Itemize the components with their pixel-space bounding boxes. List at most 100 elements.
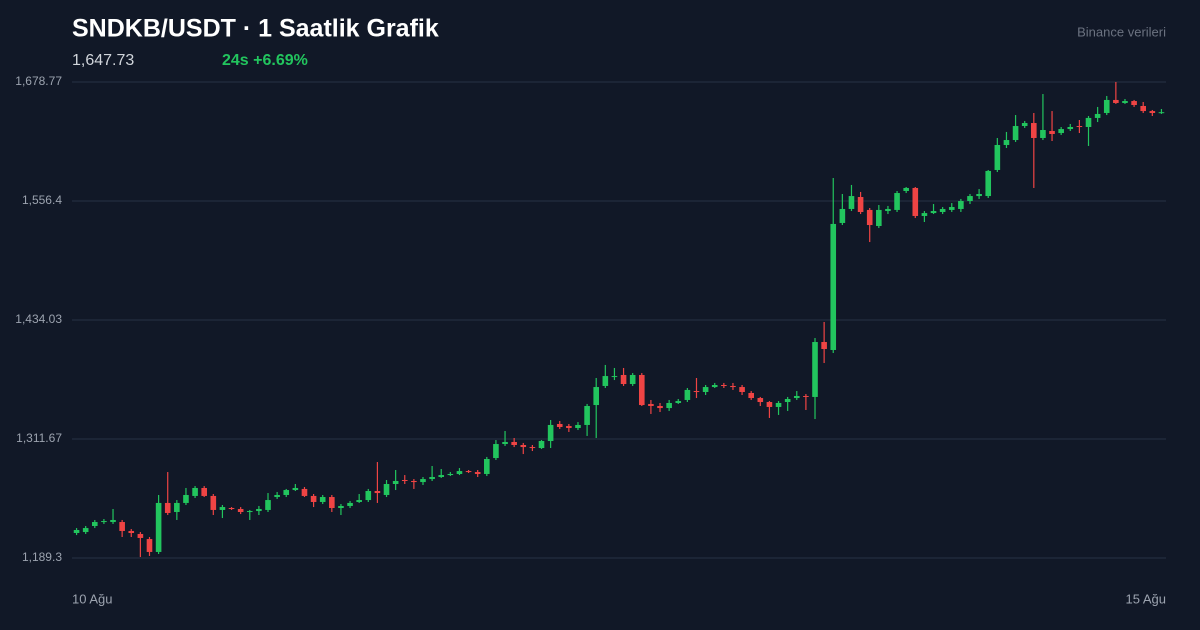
candle-body	[1158, 112, 1165, 114]
candle-body	[365, 490, 372, 501]
candle-body	[520, 444, 527, 448]
candle-body	[958, 201, 964, 209]
candle-body	[1140, 105, 1147, 112]
candle-body	[912, 187, 919, 216]
candle-body	[502, 441, 508, 445]
candle-body	[930, 211, 937, 214]
candle-body	[967, 196, 973, 202]
candle-body	[201, 487, 207, 496]
candle-body	[356, 500, 362, 502]
chart-title: SNDKB/USDT · 1 Saatlik Grafik	[72, 15, 439, 43]
candle-body	[775, 402, 782, 407]
candle-body	[1085, 117, 1092, 127]
candle-body	[976, 194, 982, 197]
candle-body	[784, 398, 791, 403]
candle-body	[866, 209, 873, 226]
candle-body	[566, 426, 572, 428]
candle-body	[401, 480, 408, 482]
candle-body	[319, 497, 326, 502]
candle-body	[812, 342, 818, 397]
candle-body	[675, 401, 682, 403]
candle-body	[1113, 99, 1119, 103]
candle-body	[748, 392, 754, 399]
candle-body	[338, 505, 344, 509]
candle-body	[1131, 101, 1137, 106]
candle-body	[839, 208, 846, 223]
candle-body	[1012, 126, 1019, 141]
candle-body	[246, 511, 253, 513]
candle-body	[1040, 130, 1046, 138]
candle-body	[128, 530, 135, 534]
candle-body	[1058, 129, 1064, 134]
candle-body	[547, 424, 554, 442]
y-tick-label: 1,434.03	[15, 312, 62, 326]
candle-body	[575, 424, 581, 428]
candle-body	[110, 519, 116, 523]
candle-body	[830, 223, 837, 350]
candle-body	[757, 398, 764, 403]
candle-body	[265, 500, 271, 510]
candle-body	[939, 208, 946, 212]
candle-body	[693, 391, 700, 393]
candle-body	[119, 522, 125, 531]
candle-body	[101, 521, 107, 523]
candle-body	[511, 441, 517, 445]
candle-body	[766, 402, 773, 407]
candle-body	[593, 387, 600, 406]
candle-body	[529, 447, 536, 449]
candle-body	[556, 423, 563, 428]
candle-body	[301, 488, 308, 496]
candle-body	[347, 502, 353, 506]
price-change: 24s +6.69%	[222, 52, 308, 69]
candle-body	[803, 395, 809, 397]
candle-body	[228, 508, 235, 510]
candle-body	[1122, 101, 1128, 103]
candle-body	[1103, 99, 1110, 113]
candle-body	[1149, 111, 1156, 113]
candle-body	[985, 170, 992, 197]
candle-body	[1031, 123, 1037, 138]
candle-body	[292, 487, 299, 491]
candle-body	[82, 528, 89, 533]
candle-body	[465, 471, 472, 473]
candle-body	[1094, 113, 1101, 118]
candle-body	[411, 480, 417, 483]
candle-body	[392, 480, 399, 484]
candle-body	[447, 473, 454, 476]
candle-body	[429, 476, 435, 480]
candle-body	[739, 387, 745, 392]
candle-body	[730, 385, 736, 388]
candle-body	[164, 502, 171, 513]
candle-body	[438, 475, 445, 477]
candle-body	[894, 193, 900, 210]
candle-body	[1003, 140, 1010, 145]
candle-body	[538, 441, 545, 449]
candle-body	[374, 490, 381, 494]
candle-body	[584, 406, 590, 425]
y-tick-label: 1,556.4	[22, 193, 62, 207]
candle-body	[174, 502, 180, 513]
candle-body	[702, 387, 709, 392]
candle-body	[602, 376, 609, 386]
candle-body	[474, 472, 481, 474]
candle-body	[283, 490, 290, 495]
candle-body	[657, 406, 663, 409]
candle-body	[876, 209, 882, 226]
candle-body	[484, 459, 490, 474]
last-price: 1,647.73	[72, 52, 134, 69]
candle-body	[857, 197, 864, 212]
data-source: Binance verileri	[1077, 24, 1166, 39]
candle-body	[620, 374, 627, 385]
candle-body	[1021, 123, 1028, 127]
candle-body	[921, 213, 928, 216]
y-tick-label: 1,678.77	[15, 74, 62, 88]
candle-body	[329, 497, 335, 509]
candle-body	[711, 384, 718, 388]
candle-body	[137, 533, 144, 538]
candle-body	[1049, 130, 1055, 134]
candle-body	[456, 471, 463, 474]
candle-body	[793, 395, 800, 399]
candle-body	[1076, 126, 1083, 128]
candle-body	[1067, 126, 1074, 130]
